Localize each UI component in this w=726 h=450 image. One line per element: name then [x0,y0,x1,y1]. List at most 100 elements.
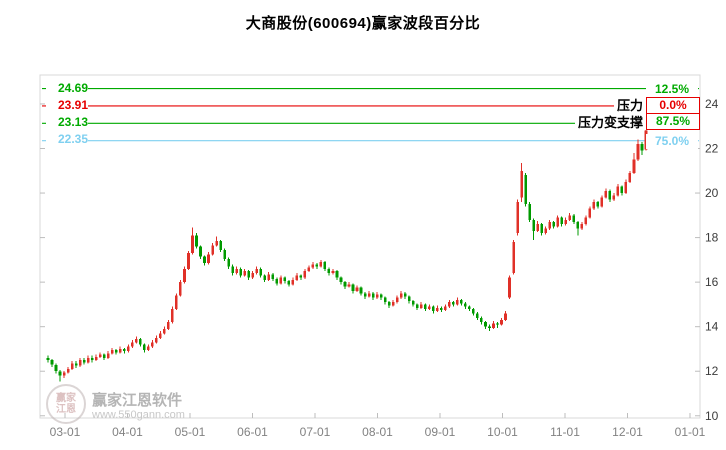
level-percent-label: 0.0% [659,98,687,112]
candle-body [576,222,580,229]
level-percent-label: 87.5% [655,114,691,128]
candle-body [90,357,94,361]
candle-body [155,337,158,343]
candle-body [540,224,543,234]
x-tick-label: 09-01 [425,425,456,439]
y-tick-label: 16 [705,275,719,289]
candle-body [456,299,459,305]
candle-body [484,322,487,327]
candle-body [516,201,519,234]
candle-body [215,240,218,246]
candle-body [94,356,98,361]
candle-body [267,274,271,280]
level-price-label: 23.91 [46,99,88,112]
candle-body [427,306,431,309]
candle-body [255,268,258,274]
candle-body [355,287,359,292]
candle-body [532,219,535,231]
candle-body [544,228,547,234]
candles-series [46,120,648,382]
watermark-logo-icon: 赢家江恩 [46,384,86,424]
candle-body [383,297,387,303]
candle-body [508,277,511,298]
candle-body [331,271,335,274]
candle-body [552,222,555,227]
candle-body [118,348,122,353]
level-price-label: 24.69 [46,82,88,95]
candle-body [520,170,523,198]
candle-body [548,222,551,229]
candle-body [367,293,371,297]
watermark-brand: 赢家江恩软件 [92,392,183,409]
candle-body [640,144,644,151]
candle-body [98,354,102,357]
watermark-logo-text: 赢家江恩 [56,393,76,415]
candle-body [78,360,82,366]
x-tick-label: 05-01 [175,425,206,439]
candle-body [464,303,467,307]
candle-body [351,284,355,292]
candle-body [203,256,206,264]
candle-body [106,353,110,358]
candle-body [431,306,435,312]
candle-body [415,304,419,308]
candle-body [207,254,210,264]
candle-body [102,354,106,358]
level-price-label: 22.35 [46,133,88,146]
candle-body [472,308,475,314]
level-percent-label: 12.5% [646,82,698,97]
candle-body [159,333,162,338]
candle-body [66,369,70,373]
candle-body [423,304,427,309]
candle-body [608,190,612,200]
candle-body [179,282,182,296]
candle-body [323,262,327,269]
candle-body [492,323,495,328]
candle-body [147,346,150,351]
candle-body [440,307,443,310]
candle-body [279,277,283,284]
candle-body [568,215,572,220]
x-tick-label: 03-01 [50,425,81,439]
x-tick-label: 04-01 [112,425,143,439]
candle-body [311,264,315,268]
candle-body [195,235,198,247]
candle-body [70,363,74,369]
candle-body [496,323,499,325]
candle-body [524,175,527,205]
candle-body [620,186,624,194]
candle-body [636,144,640,160]
candle-body [588,208,592,218]
candle-body [319,262,323,267]
y-tick-label: 12 [705,364,719,378]
candle-body [235,268,238,274]
candle-body [54,364,58,372]
candle-body [460,299,463,304]
candle-body [604,190,608,198]
candle-body [347,284,351,287]
candle-body [327,268,331,274]
candle-body [58,371,62,376]
candle-body [580,224,584,229]
candle-body [612,195,616,200]
candle-body [488,326,491,328]
candle-body [219,240,222,250]
candle-body [436,307,439,312]
candle-body [251,273,254,278]
candle-body [584,217,588,225]
candle-body [263,275,267,280]
pressure-label: 压力 [613,98,646,113]
y-tick-label: 20 [705,186,719,200]
candle-body [644,130,648,150]
level-price-label: 23.13 [46,116,88,129]
level-percent-box: 87.5% [646,113,700,130]
candle-body [291,279,295,285]
candle-body [339,277,343,283]
candle-body [187,253,190,269]
candle-body [363,293,367,297]
candle-body [616,186,620,196]
candle-body [536,224,539,231]
candle-body [624,181,628,194]
